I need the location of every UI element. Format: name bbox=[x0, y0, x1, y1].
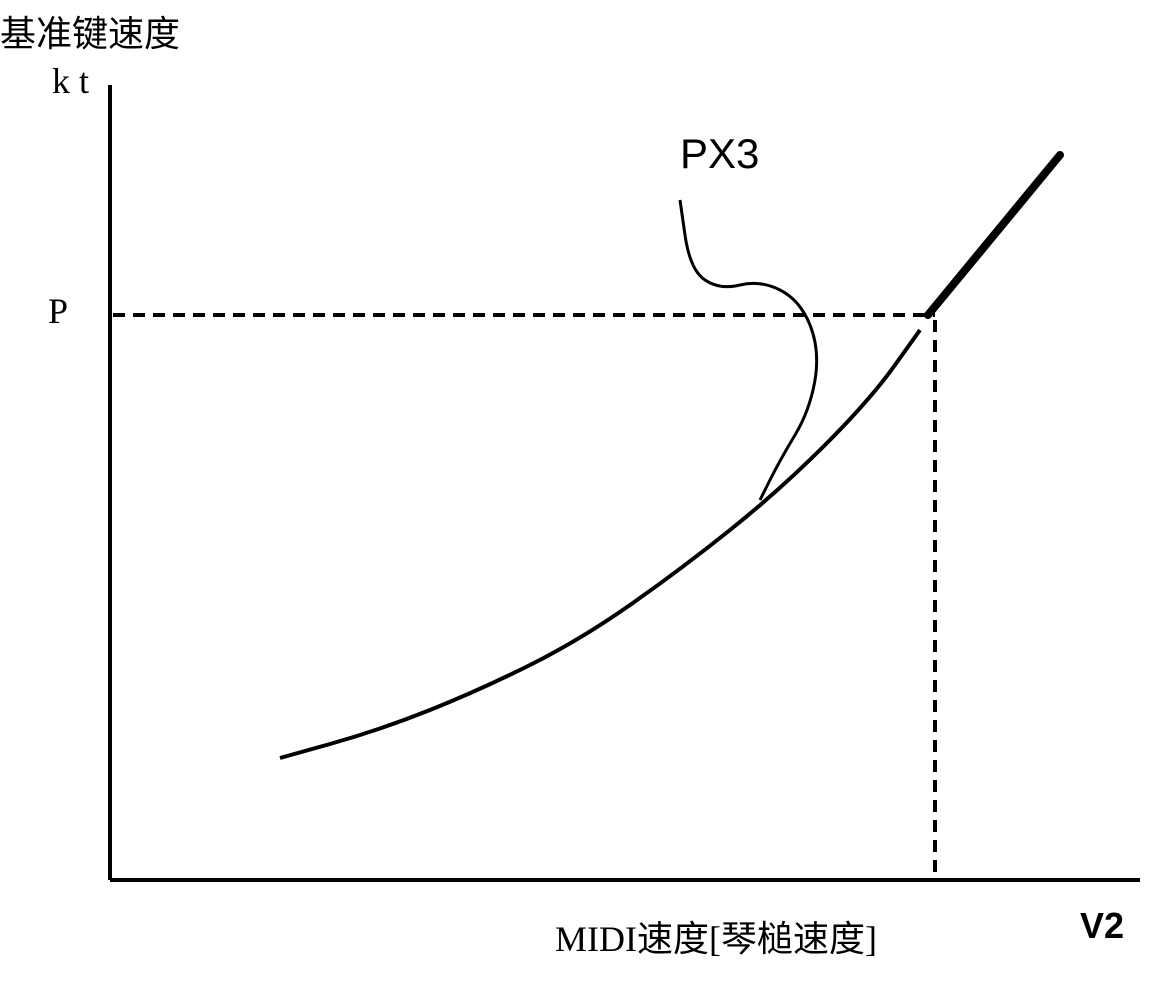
chart-svg bbox=[0, 0, 1175, 981]
y-axis-unit: k t bbox=[52, 60, 89, 102]
axes bbox=[110, 85, 1140, 880]
x-axis-variable: V2 bbox=[1080, 905, 1124, 947]
y-axis-title: 基准键速度 bbox=[0, 5, 180, 57]
annotation-label: PX3 bbox=[680, 130, 759, 178]
curve bbox=[280, 155, 1060, 758]
y-tick-label: P bbox=[48, 290, 68, 332]
chart-container: 基准键速度 k t P MIDI速度[琴槌速度] V2 PX3 bbox=[0, 0, 1175, 981]
annotation-leader bbox=[680, 200, 817, 500]
x-axis-title: MIDI速度[琴槌速度] bbox=[555, 910, 877, 962]
